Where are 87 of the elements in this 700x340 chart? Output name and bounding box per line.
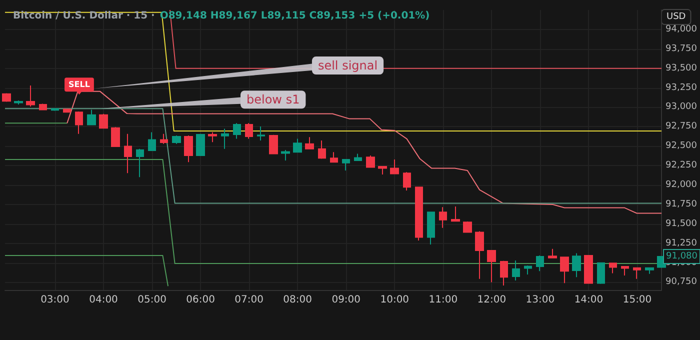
candlestick <box>354 153 362 161</box>
candlestick <box>51 108 59 112</box>
candlestick <box>427 212 435 245</box>
x-tick-label: 11:00 <box>428 294 458 306</box>
candlestick <box>560 256 569 284</box>
x-tick-label: 14:00 <box>574 294 604 306</box>
candlestick <box>633 267 641 280</box>
candlestick <box>281 150 290 161</box>
y-tick-label: 92,000 <box>666 180 698 190</box>
y-tick-label: 92,750 <box>666 122 698 132</box>
x-tick-label: 15:00 <box>622 294 652 306</box>
candlestick <box>160 133 168 144</box>
candlestick <box>403 172 411 192</box>
y-tick-label: 92,250 <box>666 160 698 171</box>
x-tick-label: 08:00 <box>283 294 312 306</box>
line-series <box>66 90 662 214</box>
annotation: below s1 <box>246 92 300 107</box>
candlestick <box>26 84 35 107</box>
y-tick-label: 93,750 <box>666 44 698 54</box>
candlestick <box>390 158 399 174</box>
candlestick <box>245 122 253 140</box>
candlestick <box>269 134 278 154</box>
candlestick <box>148 132 156 151</box>
candlestick <box>39 103 47 110</box>
x-tick-label: 07:00 <box>234 294 264 306</box>
candlestick <box>342 158 350 171</box>
candlestick <box>621 266 629 276</box>
candlestick <box>597 262 605 284</box>
candlestick <box>475 230 484 280</box>
candlestick <box>196 133 205 156</box>
candlestick <box>451 206 460 222</box>
x-tick-label: 04:00 <box>89 294 118 306</box>
candlestick <box>184 134 193 163</box>
candlestick <box>415 186 423 242</box>
candlestick <box>63 108 71 113</box>
y-tick-label: 93,500 <box>666 63 698 74</box>
candlestick <box>136 148 144 178</box>
x-tick-label: 12:00 <box>477 294 506 306</box>
candlestick <box>111 126 120 147</box>
x-tick-label: 09:00 <box>332 294 361 306</box>
candlestick <box>609 262 617 274</box>
y-tick-label: 93,000 <box>666 102 698 112</box>
candlestick <box>439 206 447 228</box>
candlestick <box>512 260 520 282</box>
candlestick <box>305 136 314 150</box>
annotation: 91,080 <box>666 252 698 262</box>
candlestick <box>318 140 326 160</box>
y-tick-label: 91,250 <box>666 238 698 248</box>
candlestick <box>584 255 593 284</box>
candlestick <box>645 267 654 274</box>
candlestick <box>99 113 108 129</box>
candlestick <box>208 132 217 143</box>
candlestick <box>572 252 581 278</box>
candlestick <box>536 255 544 272</box>
candlestick <box>524 265 532 276</box>
y-tick-label: 92,500 <box>666 141 698 152</box>
candlestick <box>75 111 83 134</box>
x-tick-label: 06:00 <box>186 294 215 306</box>
candlestick <box>172 134 181 144</box>
candlestick <box>293 138 302 153</box>
y-tick-label: 94,000 <box>666 24 698 34</box>
y-tick-label: 91,750 <box>666 199 698 210</box>
x-tick-label: 03:00 <box>40 294 70 306</box>
candlestick <box>487 249 496 283</box>
candlestick <box>366 155 375 168</box>
y-tick-label: 90,750 <box>666 277 698 288</box>
candlestick <box>14 100 23 105</box>
x-tick-label: 05:00 <box>138 294 166 306</box>
annotation: sell signal <box>318 58 378 73</box>
candlestick <box>500 260 508 286</box>
y-tick-label: 93,250 <box>666 82 698 93</box>
chart-title: Bitcoin / U.S. Dollar · 15 · <box>13 10 155 22</box>
candlestick <box>87 109 96 126</box>
candlestick <box>124 133 132 174</box>
candlestick <box>257 126 265 142</box>
y-axis-title: USD <box>666 12 686 22</box>
y-tick-label: 91,500 <box>666 218 698 229</box>
annotation: SELL <box>68 80 90 90</box>
candlestick <box>463 221 472 233</box>
candlestick <box>378 166 387 175</box>
candlestick <box>548 248 557 258</box>
x-tick-label: 13:00 <box>526 294 555 306</box>
candlestick <box>330 152 338 163</box>
candlestick <box>221 128 229 150</box>
candlestick <box>233 122 241 140</box>
candlestick <box>2 92 11 102</box>
x-tick-label: 10:00 <box>380 294 410 306</box>
